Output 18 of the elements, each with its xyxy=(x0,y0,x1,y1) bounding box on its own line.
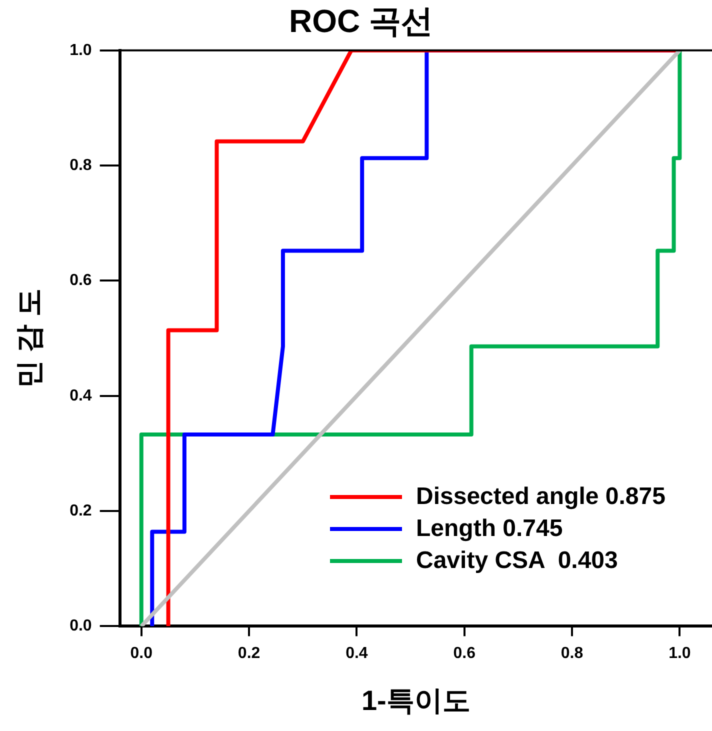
y-tick-label: 0.4 xyxy=(70,387,92,404)
y-tick-label: 0.2 xyxy=(70,502,92,520)
y-tick-label: 1.0 xyxy=(70,42,92,59)
legend-label: Dissected angle 0.875 xyxy=(416,482,666,512)
x-tick-label: 0.8 xyxy=(560,645,584,662)
x-tick-label: 1.0 xyxy=(668,645,691,662)
x-tick-label: 0.6 xyxy=(453,645,476,662)
x-tick-label: 0.0 xyxy=(130,645,153,662)
legend-label: Cavity CSA 0.403 xyxy=(416,546,618,576)
x-tick-label: 0.4 xyxy=(346,645,368,662)
y-tick-label: 0.0 xyxy=(70,618,92,635)
y-tick-label: 0.8 xyxy=(70,156,92,174)
x-axis-title: 1-특이도 xyxy=(361,684,470,716)
x-tick-label: 0.2 xyxy=(238,645,260,662)
y-axis-title: 민 감 도 xyxy=(14,288,45,388)
chart-title: ROC 곡선 xyxy=(289,3,433,40)
legend-label: Length 0.745 xyxy=(416,514,563,544)
y-tick-label: 0.6 xyxy=(70,272,92,290)
